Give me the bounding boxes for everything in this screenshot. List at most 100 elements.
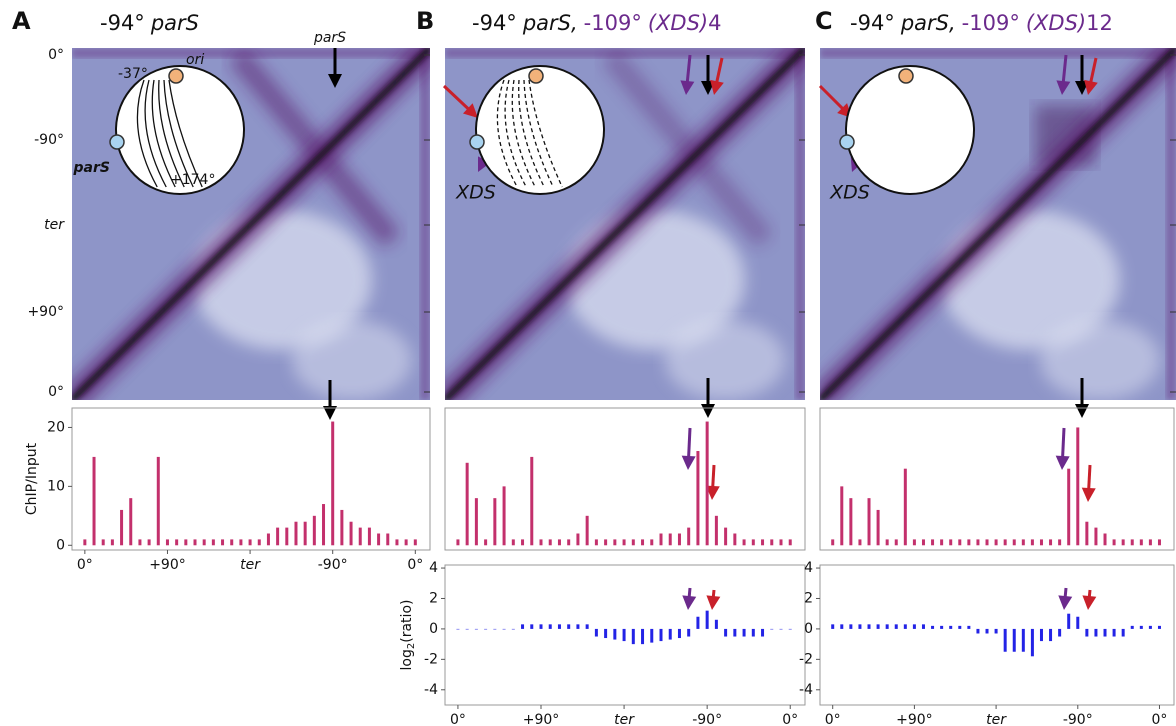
title-part: -94°: [100, 11, 145, 35]
bar: [530, 456, 534, 546]
arrow: [1055, 427, 1070, 470]
arrow-head: [680, 80, 695, 95]
bar: [677, 628, 681, 639]
bar: [1157, 539, 1161, 546]
bar: [931, 539, 935, 546]
title-part: -94°: [472, 11, 517, 35]
y-axis-title-part: (ratio): [399, 600, 415, 643]
bar: [456, 628, 460, 630]
bar: [958, 539, 962, 546]
bar: [858, 624, 862, 629]
bar: [101, 539, 105, 546]
arrow-head: [682, 595, 697, 610]
x-tick-label: 0°: [1152, 712, 1168, 726]
bar: [687, 628, 691, 637]
arrow: [328, 48, 342, 88]
bar: [585, 515, 589, 546]
panel-title: -94° parS, -109° (XDS)4: [472, 11, 721, 35]
arrow: [706, 589, 721, 610]
bar: [751, 628, 755, 637]
x-tick-label: ter: [986, 712, 1007, 726]
bar: [184, 539, 188, 546]
bar: [631, 539, 635, 546]
chromosome: [845, 65, 975, 195]
replication-arc: [168, 79, 203, 188]
x-tick-label: -90°: [1063, 712, 1093, 726]
x-tick-label: -90°: [692, 712, 722, 726]
bar: [622, 539, 626, 546]
heatmap-edge: [1166, 48, 1176, 400]
bar: [940, 539, 944, 546]
bar: [594, 628, 598, 637]
bar: [985, 539, 989, 546]
bar: [557, 624, 561, 629]
bar: [502, 628, 506, 630]
y-tick-label: 0: [429, 621, 438, 637]
bar: [175, 539, 179, 546]
bar: [949, 625, 953, 629]
bar: [530, 624, 534, 629]
bar: [548, 624, 552, 629]
bar: [985, 628, 989, 634]
bar: [1139, 625, 1143, 629]
bar: [1030, 628, 1034, 657]
bar: [921, 624, 925, 629]
bar: [1039, 628, 1043, 642]
arrow-head: [1055, 455, 1070, 470]
replication-arc: [163, 79, 194, 188]
heatmap-diag: [820, 48, 1176, 400]
heatmap: [445, 48, 805, 400]
bar: [912, 539, 916, 546]
bar: [1094, 628, 1098, 637]
arrow-head: [1075, 404, 1089, 418]
bar: [539, 624, 543, 629]
bar: [511, 539, 515, 546]
bar: [312, 515, 316, 546]
plot-frame: [819, 564, 1175, 706]
plot-frame: [819, 407, 1175, 551]
bar: [567, 624, 571, 629]
arrow-head: [701, 404, 715, 418]
heatmap-diag: [72, 48, 430, 400]
x-tick-label: ter: [240, 557, 261, 573]
bar: [849, 624, 853, 629]
heatmap-edge: [445, 48, 805, 58]
arrow-head: [1084, 79, 1098, 95]
bar: [714, 619, 718, 629]
bar: [1085, 521, 1089, 546]
arrow-head: [463, 103, 478, 118]
panel-letter: B: [416, 7, 434, 35]
bar: [165, 539, 169, 546]
bar: [493, 628, 497, 630]
bar: [1121, 628, 1125, 637]
arrow-head: [1058, 595, 1073, 610]
bar: [110, 539, 114, 546]
bar: [340, 509, 344, 546]
bar: [294, 521, 298, 546]
bar: [1003, 628, 1007, 652]
y-axis-title-part: log: [399, 649, 415, 670]
heatmap-diag: [445, 48, 805, 400]
bar: [285, 527, 289, 546]
x-tick-label: 0°: [77, 557, 93, 573]
bar: [377, 533, 381, 546]
replication-arc: [511, 79, 536, 188]
bar: [521, 624, 525, 629]
replication-arc: [158, 79, 185, 188]
bar: [257, 539, 261, 546]
bar: [650, 628, 654, 643]
bar: [120, 509, 124, 546]
panel-letter: C: [815, 7, 833, 35]
bar: [1130, 625, 1134, 629]
arrow-head: [710, 79, 724, 95]
bar: [576, 533, 580, 546]
bar: [858, 539, 862, 546]
annotation: -37°: [118, 66, 148, 82]
y-axis-title: ChIP/Input: [24, 442, 40, 515]
bar: [395, 539, 399, 546]
replication-arc: [518, 79, 545, 188]
arrow: [681, 427, 696, 470]
bar: [604, 539, 608, 546]
plot-frame: [71, 407, 431, 551]
